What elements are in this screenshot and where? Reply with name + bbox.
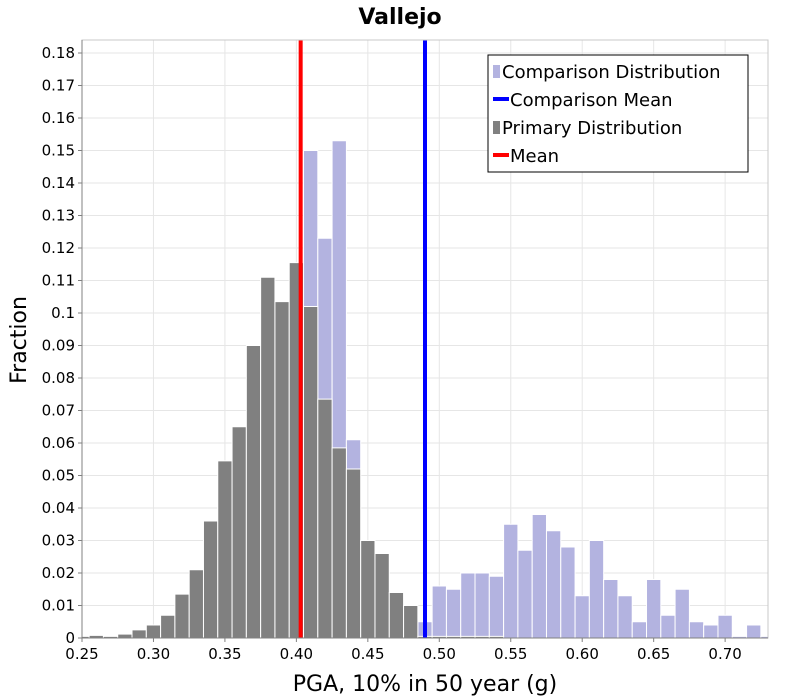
comparison-distribution-bar	[617, 595, 633, 639]
primary-distribution-bar	[403, 605, 419, 639]
comparison-distribution-bar	[603, 579, 619, 639]
primary-distribution-bar	[160, 614, 176, 639]
primary-distribution-bar	[131, 629, 147, 639]
y-tick-label: 0	[65, 629, 75, 647]
y-tick-label: 0.03	[42, 532, 75, 550]
y-tick-label: 0.14	[42, 174, 75, 192]
legend-label-mean: Mean	[510, 146, 559, 167]
y-tick-label: 0.18	[42, 44, 75, 62]
primary-distribution-bar	[303, 306, 319, 639]
primary-distribution-bar	[217, 460, 233, 639]
comparison-distribution-bar	[460, 572, 476, 639]
comparison-distribution-bar	[488, 575, 505, 639]
comparison-distribution-bar	[560, 546, 576, 639]
primary-distribution-bar	[188, 569, 204, 639]
primary-distribution-bar	[317, 398, 333, 639]
primary-distribution-bar	[388, 592, 405, 639]
x-tick-label: 0.35	[208, 645, 241, 663]
comparison-distribution-bar	[474, 572, 490, 639]
legend-label-primary-distribution: Primary Distribution	[502, 118, 682, 139]
x-tick-label: 0.70	[708, 645, 741, 663]
comparison-distribution-bar	[517, 549, 533, 639]
y-tick-label: 0.02	[42, 564, 75, 582]
comparison-distribution-bar	[545, 530, 562, 639]
legend-swatch-comparison-distribution	[493, 65, 500, 78]
primary-distribution-bar	[345, 468, 362, 639]
comparison-distribution-bar	[531, 514, 547, 639]
x-tick-label: 0.25	[65, 645, 98, 663]
y-axis-label: Fraction	[7, 296, 32, 384]
comparison-distribution-bar	[646, 579, 662, 639]
x-tick-label: 0.50	[423, 645, 456, 663]
y-tick-label: 0.13	[42, 207, 75, 225]
primary-distribution-bar	[117, 633, 133, 639]
legend-label-comparison-distribution: Comparison Distribution	[502, 62, 721, 83]
primary-distribution-bar	[374, 553, 390, 639]
primary-distribution-bar	[231, 426, 247, 639]
comparison-distribution-bar	[503, 523, 519, 639]
y-axis-ticks: 0 0.01 0.02 0.03 0.04 0.05 0.06 0.07 0.08 0.09 0.1…	[42, 44, 82, 647]
x-tick-label: 0.65	[637, 645, 670, 663]
y-tick-label: 0.01	[42, 597, 75, 615]
primary-distribution-bar	[331, 447, 347, 639]
comparison-distribution-bar	[703, 624, 719, 639]
primary-distribution-bar	[245, 345, 262, 639]
comparison-distribution-bar	[688, 621, 705, 639]
primary-distribution-bar	[202, 520, 219, 639]
x-tick-label: 0.60	[566, 645, 599, 663]
legend-swatch-comparison-mean	[493, 97, 509, 101]
legend-label-comparison-mean: Comparison Mean	[510, 90, 673, 111]
y-tick-label: 0.07	[42, 402, 75, 420]
y-tick-label: 0.04	[42, 499, 75, 517]
y-tick-label: 0.09	[42, 337, 75, 355]
y-tick-label: 0.17	[42, 77, 75, 95]
comparison-distribution-bar	[631, 621, 648, 639]
x-axis-label: PGA, 10% in 50 year (g)	[293, 672, 557, 697]
comparison-distribution-bar	[431, 585, 447, 639]
primary-distribution-bar	[174, 593, 190, 639]
legend-swatch-primary-distribution	[493, 121, 500, 134]
y-tick-label: 0.05	[42, 467, 75, 485]
comparison-distribution-bar	[445, 588, 462, 639]
y-tick-label: 0.1	[51, 304, 75, 322]
comparison-distribution-bar	[717, 614, 733, 639]
y-tick-label: 0.11	[42, 272, 75, 290]
x-tick-label: 0.30	[137, 645, 170, 663]
legend-swatch-mean	[493, 153, 509, 157]
primary-distribution-bar	[260, 276, 276, 639]
chart-title: Vallejo	[358, 5, 441, 30]
mean-lines	[298, 40, 427, 638]
comparison-distribution-bar	[660, 614, 676, 639]
x-tick-label: 0.45	[351, 645, 384, 663]
comparison-distribution-bar	[674, 588, 690, 639]
legend: Comparison Distribution Comparison Mean Pr…	[487, 54, 749, 173]
x-tick-label: 0.40	[280, 645, 313, 663]
comparison-distribution-bar	[746, 624, 762, 639]
primary-distribution-bar	[145, 624, 162, 639]
y-tick-label: 0.12	[42, 239, 75, 257]
x-axis-ticks: 0.25 0.30 0.35 0.40 0.45 0.50 0.55 0.60 0.65 0.70	[65, 638, 742, 663]
legend-box	[487, 54, 749, 173]
y-tick-label: 0.15	[42, 142, 75, 160]
y-tick-label: 0.06	[42, 434, 75, 452]
comparison-distribution-bar	[574, 595, 590, 639]
x-tick-label: 0.55	[494, 645, 527, 663]
primary-distribution-bar	[274, 301, 290, 639]
primary-distribution-bar	[360, 540, 376, 639]
y-tick-label: 0.16	[42, 109, 75, 127]
comparison-distribution-bar	[588, 540, 605, 639]
y-tick-label: 0.08	[42, 369, 75, 387]
